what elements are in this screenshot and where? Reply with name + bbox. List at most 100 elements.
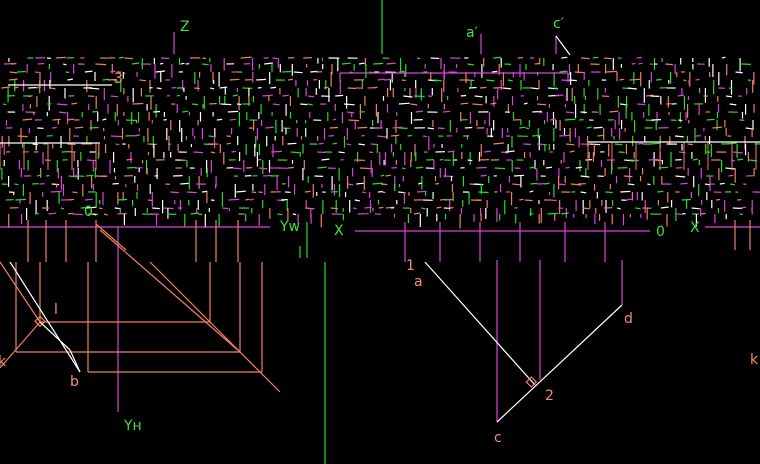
noise-mark [209, 102, 217, 105]
noise-mark [745, 127, 752, 130]
noise-mark [721, 56, 726, 59]
noise-mark [559, 134, 570, 137]
label-x-middle: X [334, 223, 344, 239]
noise-mark [27, 95, 32, 98]
noise-mark [22, 118, 33, 121]
noise-mark [407, 134, 412, 137]
noise-mark [67, 78, 73, 81]
noise-mark [410, 103, 418, 106]
noise-mark [257, 158, 262, 161]
axis-ticks [27, 220, 751, 262]
noise-mark [561, 212, 569, 215]
noise-mark [55, 56, 66, 59]
noise-mark [549, 199, 557, 202]
noise-mark [531, 87, 539, 90]
noise-mark [139, 79, 146, 82]
left-diagonal-4 [95, 223, 127, 251]
noise-mark [501, 151, 509, 154]
noise-mark [160, 62, 164, 65]
noise-mark [386, 62, 396, 65]
label-three-prime: 3′ [114, 71, 126, 87]
noise-mark [532, 134, 541, 137]
noise-mark [103, 213, 108, 216]
label-point-1: 1 [406, 258, 415, 274]
noise-mark [124, 57, 134, 60]
noise-mark [376, 135, 387, 138]
noise-mark [292, 213, 297, 216]
noise-mark [706, 118, 715, 121]
noise-mark [318, 142, 324, 145]
noise-mark [524, 199, 533, 202]
noise-mark [505, 150, 515, 153]
noise-mark [704, 183, 710, 186]
noise-mark [674, 135, 684, 138]
noise-mark [665, 63, 673, 66]
noise-mark [625, 198, 634, 201]
noise-mark [245, 198, 250, 201]
noise-mark [251, 191, 257, 194]
noise-mark [739, 206, 747, 209]
noise-mark [88, 87, 100, 90]
noise-mark [575, 166, 582, 169]
labels: Z a′ c′ 3′ Yw Yн X X 0 0 1 2 a b c d l k… [0, 16, 759, 446]
noise-mark [330, 207, 339, 210]
noise-mark [550, 118, 557, 121]
noise-mark [190, 212, 200, 215]
noise-mark [390, 134, 400, 137]
noise-mark [480, 86, 487, 89]
noise-mark [530, 182, 538, 185]
noise-mark [153, 110, 161, 113]
noise-mark [512, 183, 521, 186]
noise-mark [74, 126, 84, 129]
middle-construction [424, 260, 623, 423]
noise-mark [236, 103, 242, 106]
noise-mark [467, 159, 473, 162]
noise-mark [569, 150, 575, 153]
noise-mark [480, 174, 487, 177]
noise-mark [681, 198, 691, 201]
noise-mark [307, 103, 313, 106]
noise-mark [537, 111, 543, 114]
noise-mark [729, 103, 737, 106]
noise-mark [555, 94, 564, 97]
noise-mark [72, 213, 83, 216]
label-a-prime: a′ [466, 25, 478, 41]
noise-mark [107, 78, 117, 81]
noise-mark [263, 174, 273, 177]
left-diagonal-3 [0, 261, 41, 323]
noise-mark [636, 56, 642, 59]
noise-mark [186, 191, 197, 194]
noise-mark [491, 70, 498, 73]
noise-mark [95, 63, 107, 66]
label-point-2: 2 [545, 388, 554, 404]
left-diagonal-2 [99, 229, 241, 353]
noise-mark [220, 103, 232, 106]
noise-mark [354, 199, 360, 202]
noise-mark [272, 103, 280, 106]
noise-mark [2, 103, 7, 106]
noise-mark [513, 174, 525, 177]
noise-mark [113, 79, 118, 82]
noise-mark [413, 212, 421, 215]
noise-mark [281, 70, 292, 73]
noise-mark [210, 151, 216, 154]
noise-mark [180, 62, 185, 65]
noise-mark [352, 207, 357, 210]
noise-mark [737, 158, 744, 161]
mid-line-a-2 [424, 261, 536, 386]
noise-mark [219, 86, 228, 89]
noise-mark [507, 79, 513, 82]
noise-mark [695, 78, 700, 81]
noise-mark [230, 118, 236, 121]
noise-mark [678, 119, 683, 122]
noise-mark [605, 191, 613, 194]
noise-mark [102, 118, 107, 121]
noise-mark [692, 158, 698, 161]
noise-mark [464, 126, 473, 129]
left-white-to-b [69, 349, 81, 373]
noise-mark [152, 207, 160, 210]
noise-mark [660, 206, 669, 209]
noise-mark [37, 62, 45, 65]
noise-mark [636, 103, 646, 106]
noise-mark [369, 151, 373, 154]
